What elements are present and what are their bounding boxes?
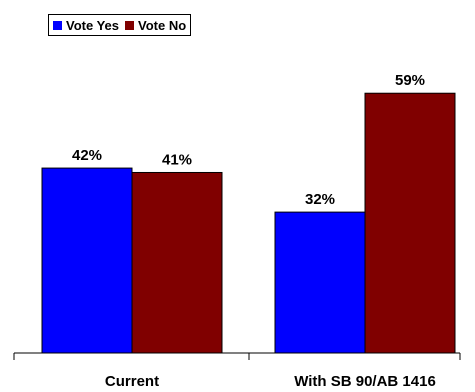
data-label-vote-no-0: 41% [162, 151, 192, 168]
category-label-1: With SB 90/AB 1416 [294, 373, 436, 390]
bar-vote-no-1 [364, 92, 456, 354]
legend-label-vote-no: Vote No [138, 17, 187, 33]
legend-item-vote-no: Vote No [125, 18, 186, 33]
legend: Vote Yes Vote No [48, 14, 192, 36]
bar-vote-yes-1 [274, 211, 366, 354]
legend-swatch-vote-no [125, 20, 134, 30]
data-label-vote-yes-1: 32% [305, 191, 335, 208]
data-label-vote-no-1: 59% [395, 72, 425, 89]
legend-item-vote-yes: Vote Yes [53, 18, 119, 33]
bar-vote-no-0 [131, 171, 223, 354]
data-label-vote-yes-0: 42% [72, 147, 102, 164]
category-label-0: Current [105, 373, 159, 390]
bar-vote-yes-0 [41, 167, 133, 354]
legend-swatch-vote-yes [53, 20, 62, 30]
legend-label-vote-yes: Vote Yes [66, 17, 119, 33]
